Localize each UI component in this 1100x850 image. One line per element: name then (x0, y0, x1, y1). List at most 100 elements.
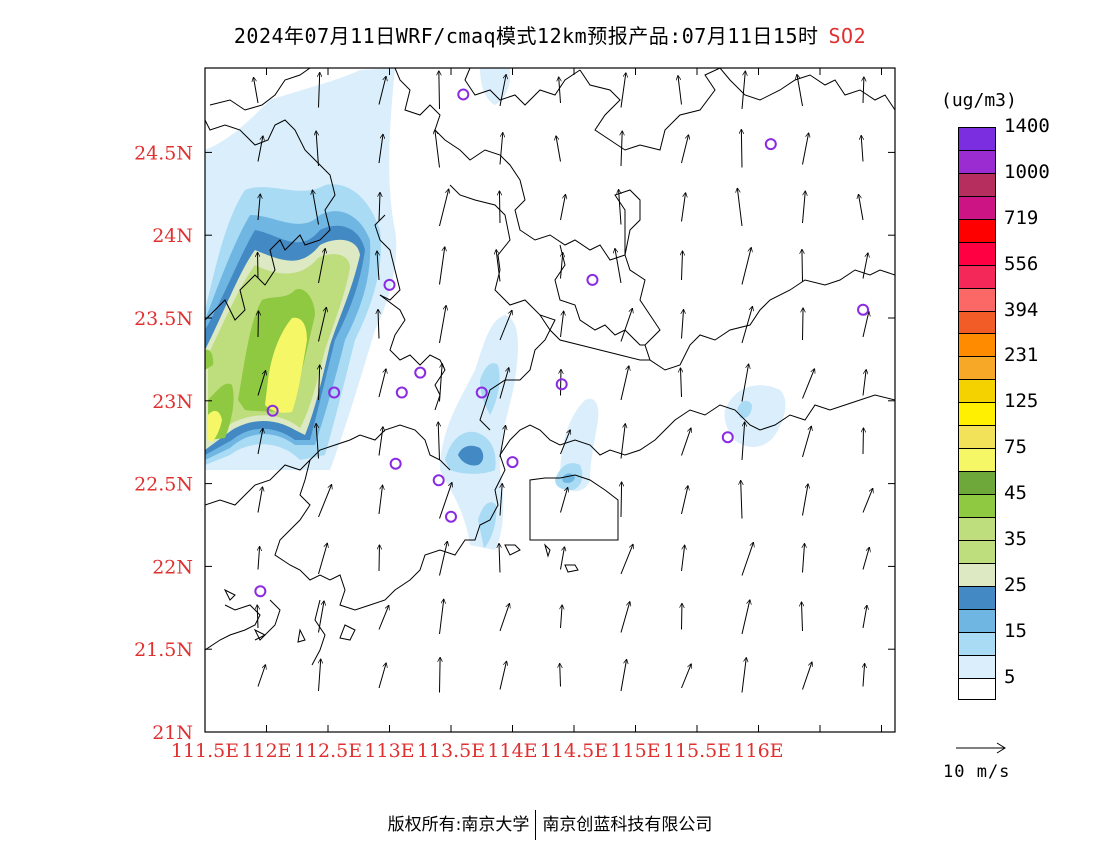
lat-label: 21N (152, 722, 193, 744)
wind-arrow-icon (439, 247, 445, 285)
colorbar-segment (958, 195, 996, 219)
station-marker-icon (764, 138, 777, 151)
wind-arrow-icon (439, 189, 449, 227)
station-marker-icon (445, 510, 457, 523)
wind-arrow-icon (619, 190, 622, 225)
wind-arrow-icon (681, 486, 689, 515)
wind-reference-label: 10 m/s (943, 762, 1011, 782)
wind-arrow-icon (499, 661, 507, 690)
colorbar-segment (958, 127, 996, 150)
wind-vectors (253, 71, 873, 693)
wind-arrow-icon (560, 311, 564, 338)
wind-arrow-icon (318, 543, 328, 575)
colorbar-segment (958, 218, 996, 242)
colorbar-segment (958, 379, 996, 403)
wind-arrow-icon (499, 368, 509, 399)
wind-arrow-icon (439, 306, 447, 344)
wind-arrow-icon (741, 364, 749, 402)
colorbar-segment (958, 631, 996, 655)
lat-label: 23N (152, 391, 193, 413)
wind-arrow-icon (681, 664, 692, 689)
wind-arrow-icon (560, 488, 568, 513)
wind-arrow-icon (560, 194, 566, 221)
wind-arrow-icon (439, 599, 444, 635)
wind-arrow-icon (862, 547, 869, 570)
wind-arrow-icon (499, 310, 512, 341)
wind-arrow-icon (741, 542, 753, 576)
wind-arrow-icon (680, 368, 681, 398)
wind-arrow-icon (378, 76, 386, 105)
wind-arrow-icon (620, 73, 626, 108)
lon-label: 116E (733, 740, 783, 762)
wind-arrow-icon (862, 253, 868, 279)
wind-reference-arrow-icon (956, 742, 1006, 754)
wind-arrow-icon (257, 605, 258, 629)
lat-label: 23.5N (134, 308, 193, 330)
station-marker-icon (475, 386, 488, 399)
wind-arrow-icon (741, 248, 751, 285)
wind-arrow-icon (257, 428, 263, 455)
lat-label: 21.5N (134, 639, 193, 661)
wind-arrow-icon (257, 487, 263, 513)
colorbar-segment (958, 241, 996, 265)
station-marker-icon (857, 303, 870, 316)
wind-arrow-icon (377, 251, 379, 281)
colorbar-segment (958, 448, 996, 472)
wind-arrow-icon (620, 544, 633, 575)
wind-arrow-icon (378, 427, 383, 456)
colorbar-label: 1000 (1004, 160, 1050, 183)
wind-arrow-icon (496, 250, 501, 282)
wind-arrow-icon (682, 310, 684, 339)
colorbar-segment (958, 287, 996, 311)
colorbar-segment (958, 562, 996, 586)
wind-arrow-icon (741, 130, 742, 168)
wind-arrow-icon (438, 422, 439, 461)
wind-arrow-icon (620, 659, 627, 692)
wind-arrow-icon (862, 488, 873, 513)
colorbar-label: 45 (1004, 482, 1027, 505)
colorbar-label: 35 (1004, 527, 1027, 550)
lon-label: 112E (241, 740, 291, 762)
copyright-owner: 版权所有:南京大学 (387, 815, 530, 835)
wind-arrow-icon (499, 425, 506, 458)
wind-arrow-icon (439, 71, 440, 110)
wind-arrow-icon (499, 544, 500, 573)
wind-arrow-icon (258, 547, 260, 570)
wind-arrow-icon (621, 482, 622, 518)
wind-arrow-icon (741, 71, 745, 110)
wind-arrow-icon (439, 541, 448, 576)
wind-arrow-icon (802, 484, 809, 516)
latitude-labels: 24.5N 24N 23.5N 23N 22.5N 22N 21.5N 21N (134, 142, 193, 744)
station-marker-icon (506, 456, 519, 469)
wind-arrow-icon (678, 76, 682, 105)
copyright-separator (535, 810, 537, 840)
lon-label: 113.5E (417, 740, 485, 762)
wind-arrow-icon (801, 602, 802, 632)
colorbar-label: 25 (1004, 573, 1027, 596)
wind-arrow-icon (560, 664, 561, 687)
monitoring-stations (254, 88, 870, 598)
colorbar-segment (958, 494, 996, 517)
colorbar-label: 5 (1004, 665, 1016, 688)
colorbar-segment (958, 172, 996, 196)
colorbar-segment (958, 585, 996, 609)
wind-arrow-icon (257, 371, 266, 396)
station-marker-icon (254, 585, 267, 598)
lon-label: 114E (487, 740, 537, 762)
wind-arrow-icon (318, 485, 332, 518)
wind-arrow-icon (560, 547, 565, 570)
wind-arrow-icon (858, 194, 864, 221)
lon-label: 114.5E (540, 740, 608, 762)
wind-arrow-icon (802, 191, 806, 224)
wind-arrow-icon (379, 193, 380, 222)
colorbar-segment (958, 425, 996, 449)
wind-arrow-icon (741, 306, 752, 344)
wind-arrow-icon (559, 77, 561, 104)
so2-concentration-field (205, 68, 786, 550)
wind-arrow-icon (862, 370, 866, 396)
wind-arrow-icon (378, 310, 379, 339)
colorbar-segment (958, 516, 996, 540)
wind-arrow-icon (741, 658, 746, 693)
pollutant-label: SO2 (828, 24, 867, 48)
